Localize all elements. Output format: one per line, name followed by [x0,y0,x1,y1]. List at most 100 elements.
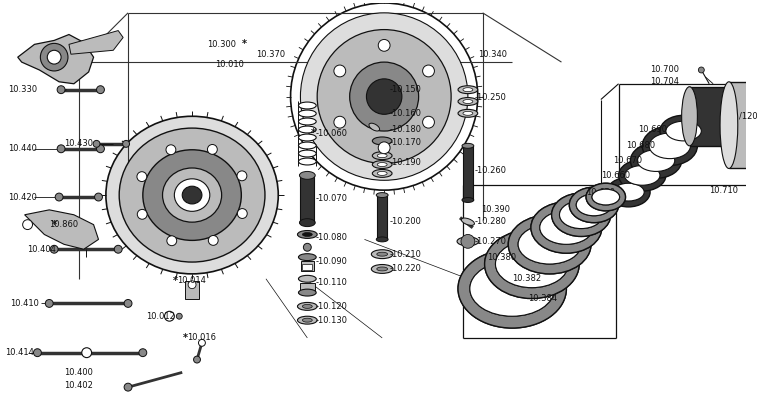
Ellipse shape [576,194,612,216]
Ellipse shape [592,189,619,205]
Ellipse shape [496,240,569,288]
Circle shape [55,193,63,201]
Ellipse shape [143,150,241,240]
Ellipse shape [649,133,690,159]
Ellipse shape [106,116,279,274]
Ellipse shape [586,183,625,211]
Ellipse shape [298,150,316,157]
Text: 10.330: 10.330 [8,85,37,94]
Ellipse shape [681,87,697,146]
Circle shape [176,313,182,319]
Ellipse shape [569,187,618,223]
Circle shape [378,40,390,51]
Ellipse shape [508,215,591,274]
Circle shape [198,339,205,346]
Text: *: * [182,333,188,343]
Ellipse shape [302,304,312,308]
Circle shape [164,311,174,321]
Ellipse shape [119,128,265,262]
Circle shape [366,79,402,114]
Text: 10.704: 10.704 [650,77,679,86]
Text: -10.210: -10.210 [390,250,422,259]
Circle shape [23,220,33,230]
Circle shape [207,144,217,154]
Text: 10.650: 10.650 [586,188,615,197]
Circle shape [304,243,311,251]
Ellipse shape [540,211,593,244]
Ellipse shape [461,218,475,225]
Text: 10.440: 10.440 [8,144,37,153]
Ellipse shape [470,261,555,316]
Ellipse shape [721,87,737,146]
Ellipse shape [373,94,391,102]
Text: -10.250: -10.250 [475,93,506,102]
Text: -10.070: -10.070 [315,194,347,202]
Circle shape [137,209,147,219]
Ellipse shape [298,134,316,141]
Ellipse shape [576,194,612,216]
Circle shape [301,13,468,180]
Ellipse shape [666,121,701,141]
Ellipse shape [458,249,566,328]
Text: -10.120: -10.120 [315,302,347,311]
Ellipse shape [748,96,757,154]
Bar [377,195,387,240]
Ellipse shape [586,183,625,211]
Text: -10.200: -10.200 [390,217,422,226]
Ellipse shape [302,232,312,236]
Bar [463,146,473,200]
Circle shape [422,116,435,128]
Ellipse shape [637,150,674,172]
Circle shape [699,67,704,73]
Text: *: * [241,39,247,49]
Text: -10.060: -10.060 [315,128,347,138]
Ellipse shape [552,193,611,236]
Circle shape [95,193,102,201]
Text: 10.700: 10.700 [650,66,679,74]
Text: -10.130: -10.130 [315,316,347,325]
Text: *: * [173,276,178,286]
Ellipse shape [462,198,474,202]
Ellipse shape [463,88,473,92]
Ellipse shape [569,187,618,223]
Circle shape [188,281,196,289]
Ellipse shape [302,318,312,322]
Ellipse shape [376,193,388,198]
Ellipse shape [612,183,644,201]
Polygon shape [69,30,123,54]
Text: 10.430: 10.430 [64,139,93,148]
Circle shape [373,78,391,96]
Ellipse shape [618,160,666,191]
Ellipse shape [457,237,478,246]
Circle shape [124,383,132,391]
Ellipse shape [508,215,591,274]
Bar [690,87,729,146]
Circle shape [114,245,122,253]
Text: 10.404: 10.404 [27,245,57,254]
Ellipse shape [182,186,202,204]
Text: 10.012: 10.012 [146,312,175,321]
Ellipse shape [531,202,602,253]
Text: -10.090: -10.090 [315,256,347,266]
Circle shape [208,236,218,245]
Circle shape [291,3,478,190]
Ellipse shape [298,316,317,324]
Text: -10.110: -10.110 [315,278,347,287]
Ellipse shape [298,126,316,133]
Bar [302,264,312,270]
Ellipse shape [372,250,393,259]
Ellipse shape [369,123,379,131]
Text: 10.670: 10.670 [612,156,642,165]
Text: 10.400: 10.400 [64,368,93,377]
Ellipse shape [458,86,478,94]
Ellipse shape [298,254,316,260]
Text: 10.690: 10.690 [638,124,667,134]
Text: 10.014: 10.014 [177,276,206,285]
Ellipse shape [518,225,581,264]
Ellipse shape [377,162,387,166]
Bar [753,96,757,154]
Text: -10.220: -10.220 [390,264,422,274]
Text: 10.860: 10.860 [49,220,79,229]
Circle shape [350,62,419,131]
Circle shape [40,43,68,71]
